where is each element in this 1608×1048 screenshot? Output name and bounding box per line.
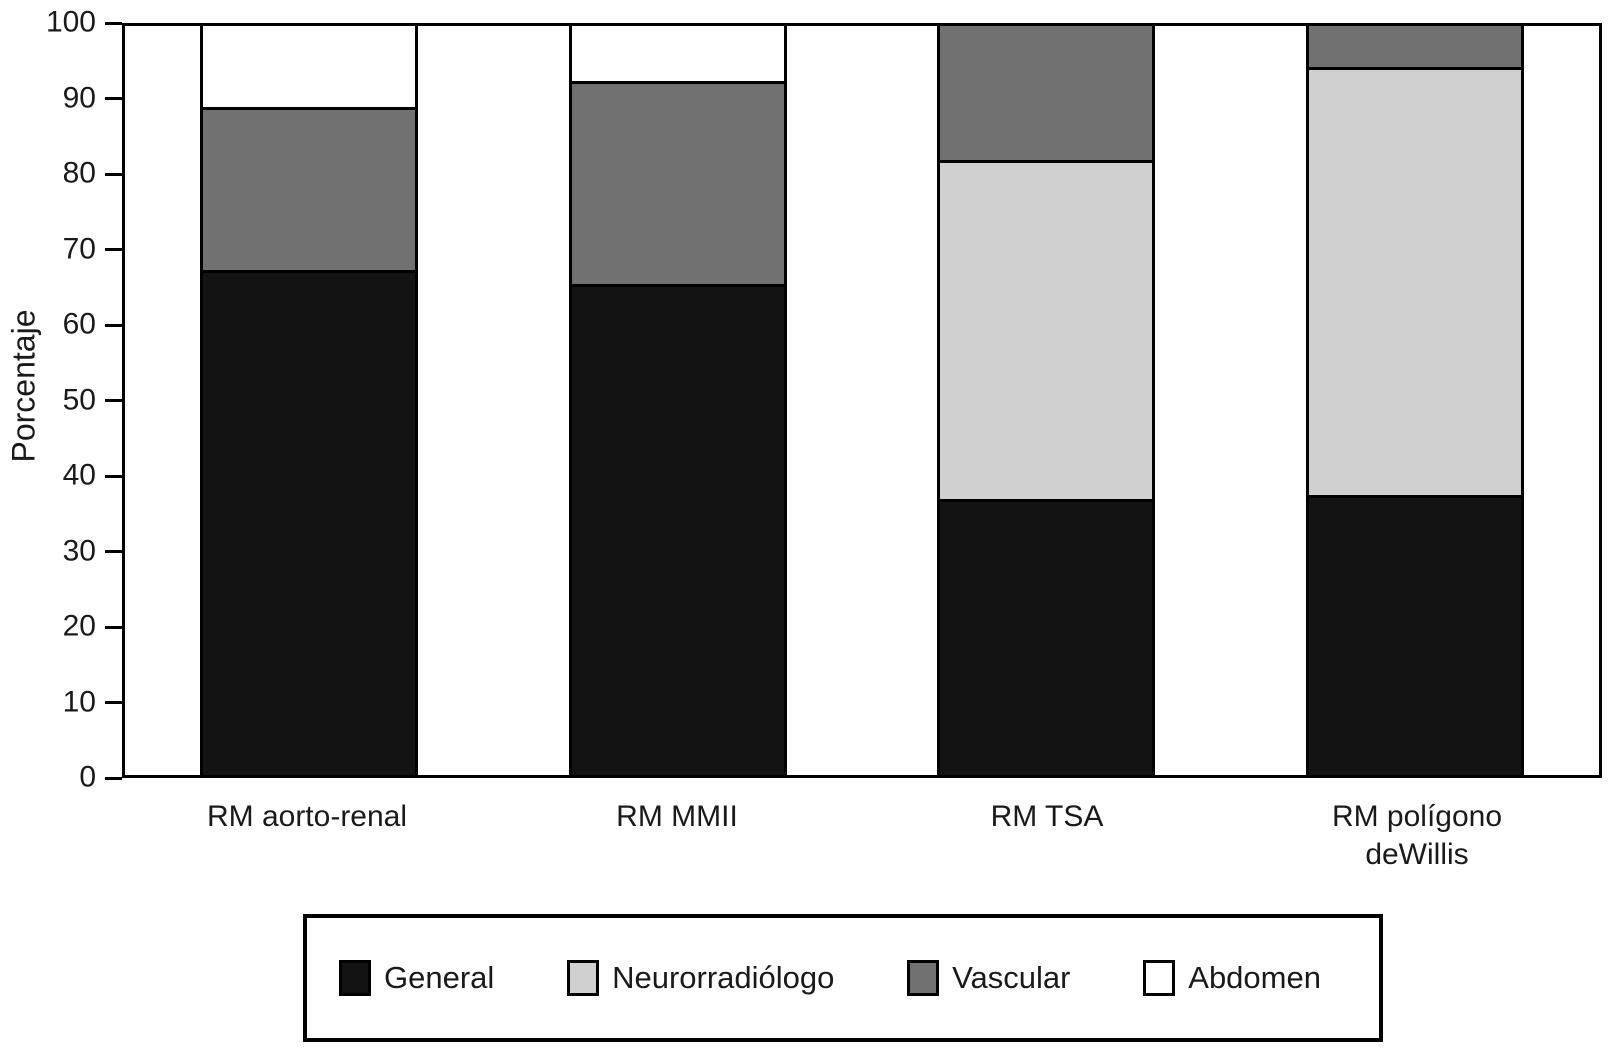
legend-label: Abdomen: [1188, 960, 1321, 995]
y-tick-label: 40: [62, 458, 96, 492]
bar-slot-rm-mmii: [494, 26, 863, 775]
bar-segment-neurorradiologo: [940, 160, 1153, 499]
y-tick-mark: [105, 550, 122, 553]
y-tick-label: 10: [62, 684, 96, 718]
y-tick-mark: [105, 399, 122, 402]
legend-item-neurorradiologo: Neurorradiólogo: [567, 960, 834, 996]
bar-segment-abdomen: [203, 26, 416, 107]
legend-swatch-vascular: [907, 960, 940, 996]
legend-label: Neurorradiólogo: [612, 960, 835, 995]
bar-segment-general: [1308, 494, 1521, 775]
y-tick-label: 60: [62, 307, 96, 341]
y-tick-label: 100: [45, 5, 96, 39]
bar-segment-general: [203, 270, 416, 775]
stacked-bar-rm-aorto-renal: [200, 26, 419, 775]
y-tick-label: 80: [62, 156, 96, 190]
y-tick-label: 90: [62, 80, 96, 114]
y-tick-label: 20: [62, 609, 96, 643]
bar-slot-rm-poligono-dewillis: [1231, 26, 1600, 775]
y-tick-label: 50: [62, 382, 96, 416]
bar-segment-abdomen: [571, 26, 784, 82]
y-tick-mark: [105, 97, 122, 100]
bar-segment-vascular: [1308, 26, 1521, 68]
y-tick-label: 70: [62, 231, 96, 265]
bar-slot-rm-tsa: [862, 26, 1231, 775]
bar-segment-general: [940, 498, 1153, 775]
plot-area: [122, 23, 1602, 778]
legend-item-abdomen: Abdomen: [1143, 960, 1321, 996]
y-axis: 0 10 20 30 40 50 60 70 80 90 100: [0, 5, 122, 793]
y-tick-mark: [105, 248, 122, 251]
y-tick-mark: [105, 21, 122, 25]
legend-label: Vascular: [952, 960, 1071, 995]
x-axis-label-rm-tsa: RM TSA: [990, 800, 1104, 833]
y-tick-mark: [105, 625, 122, 629]
bar-slot-rm-aorto-renal: [125, 26, 494, 775]
stacked-bar-rm-mmii: [568, 26, 787, 775]
legend-swatch-abdomen: [1143, 960, 1176, 996]
legend-box: General Neurorradiólogo Vascular Abdomen: [303, 914, 1383, 1042]
y-tick-mark: [105, 323, 122, 327]
y-tick-mark: [105, 776, 122, 780]
bar-segment-vascular: [571, 81, 784, 285]
legend-item-vascular: Vascular: [907, 960, 1070, 996]
legend-swatch-neurorradiologo: [567, 960, 600, 996]
y-tick-mark: [105, 701, 122, 704]
bar-segment-vascular: [203, 106, 416, 271]
x-axis-label-rm-mmii: RM MMII: [616, 800, 738, 833]
y-axis-title: Porcentaje: [5, 309, 42, 463]
y-tick-label: 30: [62, 533, 96, 567]
bar-segment-vascular: [940, 26, 1153, 161]
legend-swatch-general: [339, 960, 371, 996]
legend-label: General: [384, 960, 495, 995]
x-axis-labels: RM aorto-renal RM MMII RM TSA RM polígono d…: [122, 798, 1602, 874]
bar-segment-general: [571, 284, 784, 775]
y-tick-mark: [105, 474, 122, 478]
x-axis-label-rm-aorto-renal: RM aorto-renal: [206, 800, 408, 833]
legend-item-general: General: [339, 960, 494, 996]
x-axis-label-rm-poligono-dewillis: RM polígono deWillis: [1331, 800, 1503, 871]
bar-segment-neurorradiologo: [1308, 67, 1521, 495]
stacked-bar-rm-poligono-dewillis: [1305, 26, 1524, 775]
y-tick-label: 0: [79, 760, 96, 794]
stacked-bar-rm-tsa: [937, 26, 1156, 775]
y-tick-mark: [105, 172, 122, 176]
